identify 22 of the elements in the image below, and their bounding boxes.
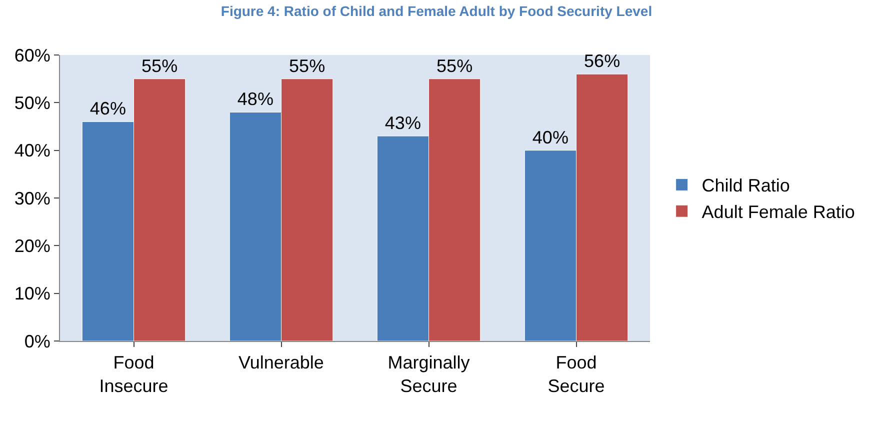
y-tick-label: 20% [14,236,50,256]
y-tick-label: 40% [14,140,50,161]
x-tick-label: Marginally Secure [388,352,470,396]
x-tick-label: Vulnerable [238,352,324,373]
data-label: 40% [532,127,568,148]
legend-label: Adult Female Ratio [702,202,855,222]
chart-title: Figure 4: Ratio of Child and Female Adult by Food Security Level [220,3,652,20]
x-tick-label: Food Secure [548,352,605,396]
legend-label: Child Ratio [702,176,790,196]
y-tick-label: 60% [14,45,50,66]
data-label: 56% [584,51,620,72]
y-tick-label: 10% [14,284,50,304]
data-label: 55% [289,56,326,76]
x-tick-label: Food Insecure [99,352,168,396]
data-label: 43% [384,113,421,134]
y-tick-label: 30% [14,188,50,208]
y-tick-label: 0% [24,331,50,352]
data-label: 48% [237,89,274,110]
data-label: 46% [90,98,126,119]
y-tick-label: 50% [14,92,50,113]
data-label: 55% [436,56,473,76]
data-label: 55% [142,56,178,76]
